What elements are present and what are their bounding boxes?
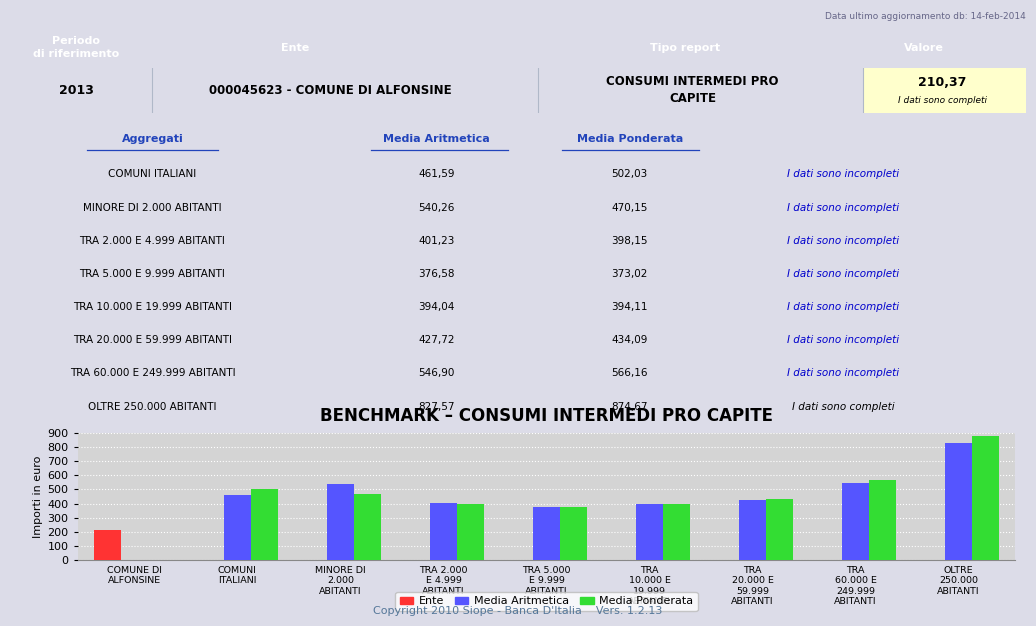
Text: 373,02: 373,02 xyxy=(611,269,648,279)
Y-axis label: Importi in euro: Importi in euro xyxy=(33,455,44,538)
Bar xyxy=(869,480,896,560)
Legend: Ente, Media Aritmetica, Media Ponderata: Ente, Media Aritmetica, Media Ponderata xyxy=(396,592,697,611)
Text: Media Ponderata: Media Ponderata xyxy=(577,134,683,144)
Text: I dati sono incompleti: I dati sono incompleti xyxy=(786,302,899,312)
Title: BENCHMARK – CONSUMI INTERMEDI PRO CAPITE: BENCHMARK – CONSUMI INTERMEDI PRO CAPITE xyxy=(320,408,773,426)
Text: TRA 5.000 E 9.999 ABITANTI: TRA 5.000 E 9.999 ABITANTI xyxy=(80,269,226,279)
Text: 210,37: 210,37 xyxy=(918,76,967,88)
Text: TRA 60.000 E 249.999 ABITANTI: TRA 60.000 E 249.999 ABITANTI xyxy=(69,369,235,378)
Text: I dati sono incompleti: I dati sono incompleti xyxy=(786,369,899,378)
Text: 540,26: 540,26 xyxy=(419,203,455,212)
Bar xyxy=(663,505,690,560)
Text: Ente: Ente xyxy=(281,43,309,53)
Bar xyxy=(354,493,380,560)
Text: Valore: Valore xyxy=(904,43,944,53)
Bar xyxy=(534,507,559,560)
Text: 398,15: 398,15 xyxy=(611,236,648,245)
Bar xyxy=(94,530,121,560)
Text: I dati sono incompleti: I dati sono incompleti xyxy=(786,336,899,345)
Bar xyxy=(766,499,793,560)
Bar xyxy=(224,495,251,560)
Text: 376,58: 376,58 xyxy=(419,269,455,279)
Text: 874,67: 874,67 xyxy=(611,402,648,411)
Bar xyxy=(457,504,484,560)
Text: MINORE DI 2.000 ABITANTI: MINORE DI 2.000 ABITANTI xyxy=(83,203,222,212)
Text: Copyright 2010 Siope - Banca D'Italia    Vers. 1.2.13: Copyright 2010 Siope - Banca D'Italia Ve… xyxy=(373,606,663,616)
Text: 394,11: 394,11 xyxy=(611,302,648,312)
Text: Aggregati: Aggregati xyxy=(121,134,183,144)
Bar xyxy=(251,489,278,560)
Text: 427,72: 427,72 xyxy=(419,336,455,345)
Bar xyxy=(739,500,766,560)
Text: I dati sono incompleti: I dati sono incompleti xyxy=(786,236,899,245)
Text: COMUNI ITALIANI: COMUNI ITALIANI xyxy=(109,170,197,179)
Text: 394,04: 394,04 xyxy=(419,302,455,312)
Text: I dati sono incompleti: I dati sono incompleti xyxy=(786,170,899,179)
Text: 000045623 - COMUNE DI ALFONSINE: 000045623 - COMUNE DI ALFONSINE xyxy=(209,84,452,96)
Bar xyxy=(559,507,586,560)
Text: 461,59: 461,59 xyxy=(419,170,455,179)
Bar xyxy=(430,503,457,560)
Bar xyxy=(636,505,663,560)
Text: I dati sono completi: I dati sono completi xyxy=(792,402,894,411)
Text: 502,03: 502,03 xyxy=(611,170,648,179)
Text: 827,57: 827,57 xyxy=(419,402,455,411)
Text: Media Aritmetica: Media Aritmetica xyxy=(383,134,490,144)
Text: CONSUMI INTERMEDI PRO
CAPITE: CONSUMI INTERMEDI PRO CAPITE xyxy=(606,75,779,105)
Text: I dati sono incompleti: I dati sono incompleti xyxy=(786,269,899,279)
Text: OLTRE 250.000 ABITANTI: OLTRE 250.000 ABITANTI xyxy=(88,402,217,411)
FancyBboxPatch shape xyxy=(863,68,1026,113)
Text: 566,16: 566,16 xyxy=(611,369,648,378)
Text: Tipo report: Tipo report xyxy=(651,43,721,53)
Text: TRA 20.000 E 59.999 ABITANTI: TRA 20.000 E 59.999 ABITANTI xyxy=(73,336,232,345)
Bar xyxy=(945,443,972,560)
Text: 2013: 2013 xyxy=(59,84,94,96)
Text: 470,15: 470,15 xyxy=(611,203,648,212)
Text: TRA 2.000 E 4.999 ABITANTI: TRA 2.000 E 4.999 ABITANTI xyxy=(80,236,226,245)
Text: 434,09: 434,09 xyxy=(611,336,648,345)
Text: Data ultimo aggiornamento db: 14-feb-2014: Data ultimo aggiornamento db: 14-feb-201… xyxy=(825,12,1026,21)
Text: 401,23: 401,23 xyxy=(419,236,455,245)
Text: I dati sono completi: I dati sono completi xyxy=(898,96,987,105)
Bar xyxy=(972,436,999,560)
Text: I dati sono incompleti: I dati sono incompleti xyxy=(786,203,899,212)
Bar xyxy=(842,483,869,560)
Text: Periodo
di riferimento: Periodo di riferimento xyxy=(33,36,119,59)
Text: TRA 10.000 E 19.999 ABITANTI: TRA 10.000 E 19.999 ABITANTI xyxy=(73,302,232,312)
Bar xyxy=(327,484,354,560)
Text: 546,90: 546,90 xyxy=(419,369,455,378)
